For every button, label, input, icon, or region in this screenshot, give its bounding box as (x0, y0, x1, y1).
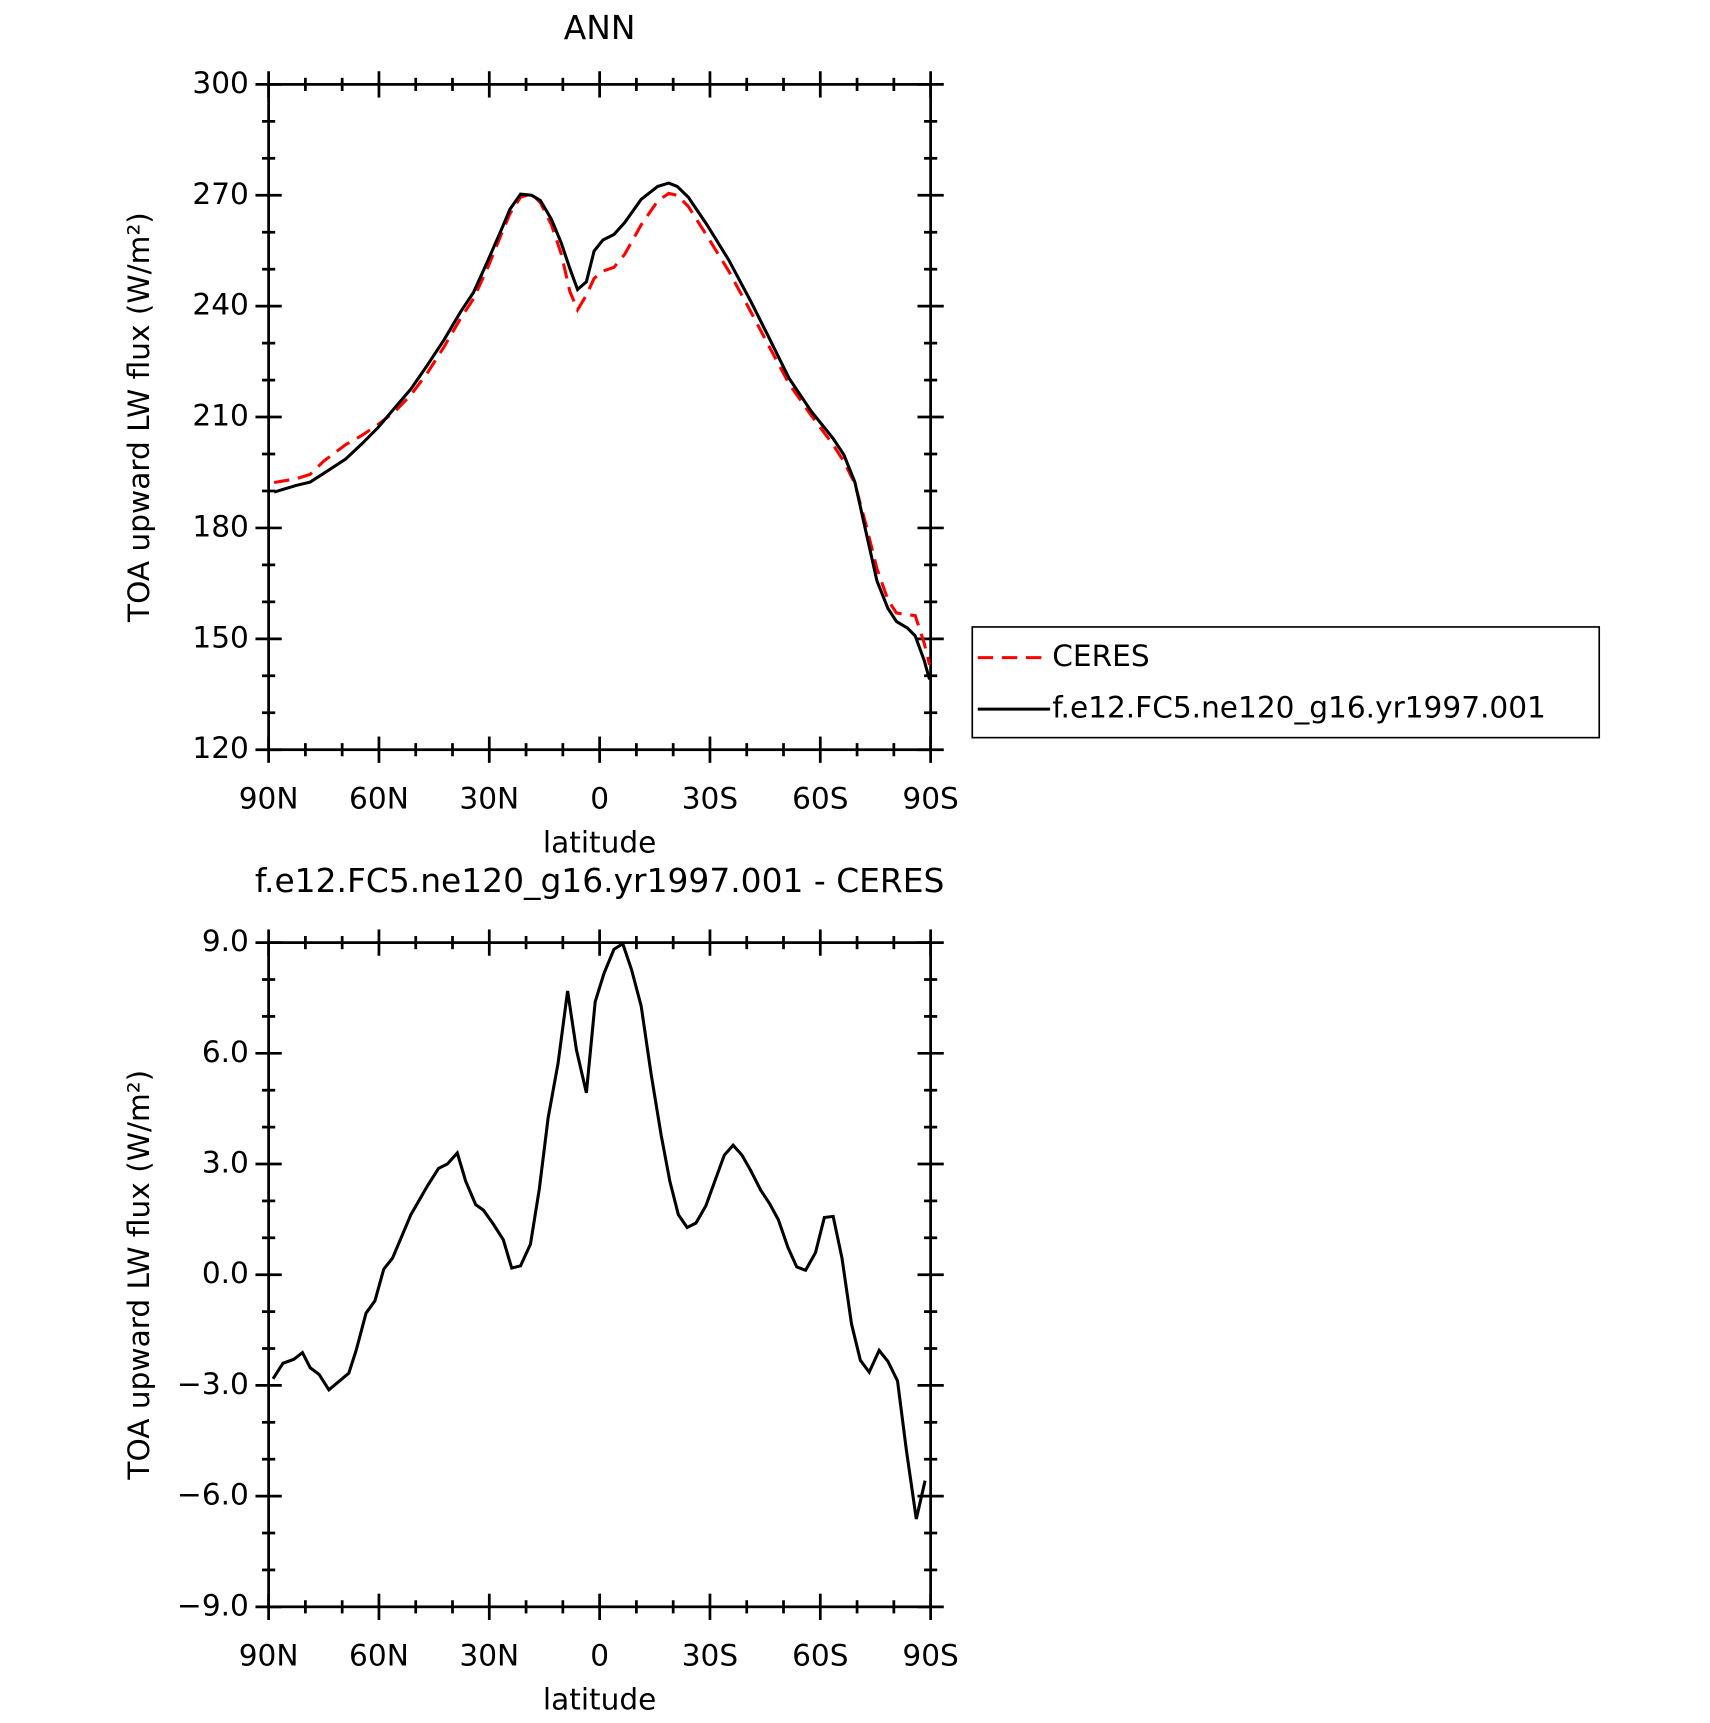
y-tick-label: 0.0 (202, 1256, 249, 1290)
data-line (273, 181, 932, 680)
data-line (273, 191, 932, 666)
x-tick-label: 0 (590, 782, 609, 816)
legend-label: CERES (1052, 639, 1149, 673)
y-axis-label: TOA upward LW flux (W/m²) (122, 212, 156, 623)
y-tick-label: 300 (192, 66, 248, 100)
x-tick-label: 90S (902, 1639, 958, 1673)
y-tick-label: −3.0 (177, 1367, 249, 1401)
y-tick-label: −6.0 (177, 1478, 249, 1512)
y-tick-label: 6.0 (202, 1035, 249, 1069)
x-tick-label: 30S (682, 1639, 738, 1673)
y-tick-label: −9.0 (177, 1588, 249, 1622)
x-axis-label: latitude (543, 1683, 656, 1717)
x-tick-label: 60N (349, 1639, 409, 1673)
x-tick-label: 90S (902, 782, 958, 816)
x-tick-label: 60S (792, 782, 848, 816)
y-tick-label: 270 (192, 177, 248, 211)
y-tick-label: 3.0 (202, 1146, 249, 1180)
x-tick-label: 90N (239, 782, 299, 816)
y-tick-label: 240 (192, 288, 248, 322)
x-axis-label: latitude (543, 825, 656, 859)
y-tick-label: 180 (192, 509, 248, 543)
x-tick-label: 30N (459, 1639, 519, 1673)
y-tick-label: 120 (192, 731, 248, 765)
y-tick-label: 9.0 (202, 924, 249, 958)
plot-frame (267, 83, 932, 752)
y-tick-label: 210 (192, 399, 248, 433)
data-line (271, 941, 927, 1520)
x-tick-label: 60S (792, 1639, 848, 1673)
x-tick-label: 90N (239, 1639, 299, 1673)
legend-box (971, 626, 1601, 739)
plot-frame (267, 941, 932, 1609)
x-tick-label: 30N (459, 782, 519, 816)
y-tick-label: 150 (192, 620, 248, 654)
chart-title: ANN (564, 8, 636, 47)
x-tick-label: 0 (590, 1639, 609, 1673)
x-tick-label: 30S (682, 782, 738, 816)
y-axis-label: TOA upward LW flux (W/m²) (122, 1070, 156, 1481)
legend-label: f.e12.FC5.ne120_g16.yr1997.001 (1052, 691, 1546, 725)
x-tick-label: 60N (349, 782, 409, 816)
chart-title: f.e12.FC5.ne120_g16.yr1997.001 - CERES (255, 861, 945, 900)
